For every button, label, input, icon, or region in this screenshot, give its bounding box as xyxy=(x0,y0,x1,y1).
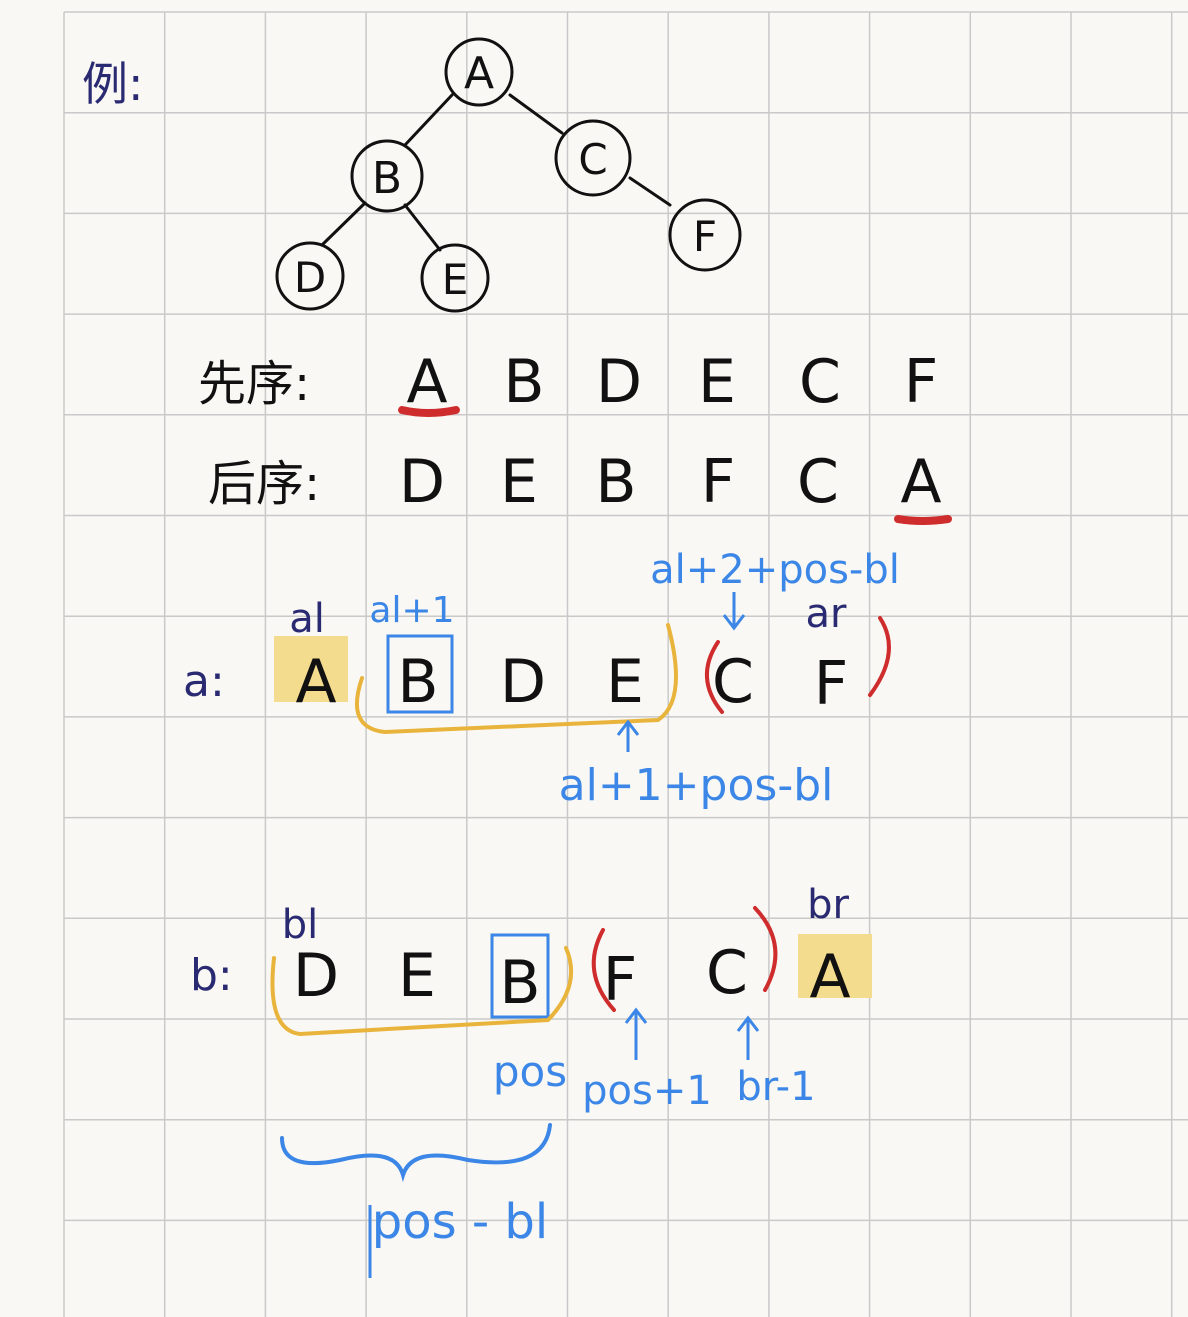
postorder-item: B xyxy=(595,447,636,517)
preorder-item: D xyxy=(596,347,642,417)
array-a-item: D xyxy=(500,647,546,717)
tree-node-d: D xyxy=(275,241,345,311)
a-al-plus-1-label: al+1 xyxy=(369,590,454,631)
a-left-root-box xyxy=(386,634,454,714)
preorder-item: C xyxy=(799,347,841,417)
a-al-label: al xyxy=(289,596,325,642)
tree-node-a: A xyxy=(444,37,514,107)
preorder-sequence: A B D E C F xyxy=(406,347,938,417)
node-circle xyxy=(668,198,742,272)
preorder-item: B xyxy=(503,347,544,417)
array-b-sequence: D E B F C A xyxy=(293,938,851,1018)
edge-c-f xyxy=(628,176,672,207)
tree-node-e: E xyxy=(420,243,490,313)
b-pos-label: pos xyxy=(493,1047,567,1096)
postorder-sequence: D E B F C A xyxy=(399,447,942,517)
preorder-item: A xyxy=(406,347,447,417)
node-label: C xyxy=(578,135,607,184)
postorder-item: F xyxy=(701,447,736,517)
node-circle xyxy=(420,243,490,313)
b-left-root-box xyxy=(490,933,550,1019)
tree-node-f: F xyxy=(668,198,742,272)
node-label: B xyxy=(372,153,402,204)
postorder-item: A xyxy=(900,447,941,517)
postorder-item: D xyxy=(399,447,445,517)
array-b-item: C xyxy=(706,938,748,1008)
array-a-item: F xyxy=(814,649,849,719)
b-bl-label: bl xyxy=(282,902,319,948)
array-a-label: a: xyxy=(183,656,225,707)
arrow-up-icon xyxy=(736,1015,760,1032)
a-right-subtree-paren-open xyxy=(705,640,724,714)
b-root-highlight xyxy=(798,934,872,998)
array-b-label: b: xyxy=(190,950,233,1001)
array-a-item: E xyxy=(606,647,644,717)
b-right-subtree-paren-open xyxy=(591,928,616,1012)
node-label: A xyxy=(464,48,494,99)
array-b-item: A xyxy=(809,942,850,1012)
array-a-sequence: A B D E C F xyxy=(295,647,848,719)
a-right-start-label: al+2+pos-bl xyxy=(650,547,900,593)
arrow-down-icon xyxy=(722,614,746,631)
postorder-item: C xyxy=(797,447,839,517)
postorder-item: E xyxy=(500,447,538,517)
preorder-label: 先序: xyxy=(198,356,310,412)
node-circle xyxy=(350,139,424,213)
postorder-label: 后序: xyxy=(208,456,320,512)
node-label: F xyxy=(693,212,717,261)
example-label: 例: xyxy=(82,57,144,111)
b-pos-plus-1-label: pos+1 xyxy=(582,1068,712,1114)
node-circle xyxy=(444,37,514,107)
preorder-item: F xyxy=(904,347,939,417)
a-ar-label: ar xyxy=(806,591,848,637)
edge-b-e xyxy=(403,203,442,252)
grid-paper xyxy=(63,11,1188,1317)
arrow-up-icon xyxy=(616,719,640,736)
preorder-item: E xyxy=(698,347,736,417)
edge-a-b xyxy=(403,93,454,147)
array-b-item: D xyxy=(293,941,339,1011)
node-circle xyxy=(275,241,345,311)
b-br-minus-1-label: br-1 xyxy=(736,1064,815,1110)
tree-edges xyxy=(320,93,672,252)
edge-b-d xyxy=(320,201,367,247)
node-circle xyxy=(554,119,632,197)
b-br-label: br xyxy=(807,882,849,928)
preorder-root-underline xyxy=(398,406,460,417)
postorder-root-underline xyxy=(894,515,952,525)
array-a-item: B xyxy=(397,647,438,717)
a-left-subtree-bracket xyxy=(354,623,678,735)
node-label: E xyxy=(442,255,469,304)
array-b-item: B xyxy=(499,948,540,1018)
arrow-up-icon xyxy=(624,1007,648,1024)
array-b-item: E xyxy=(398,941,436,1011)
a-left-end-label: al+1+pos-bl xyxy=(559,760,834,811)
a-right-subtree-paren-close xyxy=(868,616,891,697)
b-left-size-brace xyxy=(280,1123,552,1183)
tree-node-c: C xyxy=(554,119,632,197)
tree-node-b: B xyxy=(350,139,424,213)
b-left-subtree-bracket xyxy=(270,946,574,1037)
b-left-size-label: pos - bl xyxy=(372,1194,548,1250)
node-label: D xyxy=(294,253,326,302)
a-root-highlight xyxy=(274,636,348,702)
b-right-subtree-paren-close xyxy=(753,906,778,992)
edge-a-c xyxy=(508,93,564,135)
array-a-item: A xyxy=(295,647,336,717)
